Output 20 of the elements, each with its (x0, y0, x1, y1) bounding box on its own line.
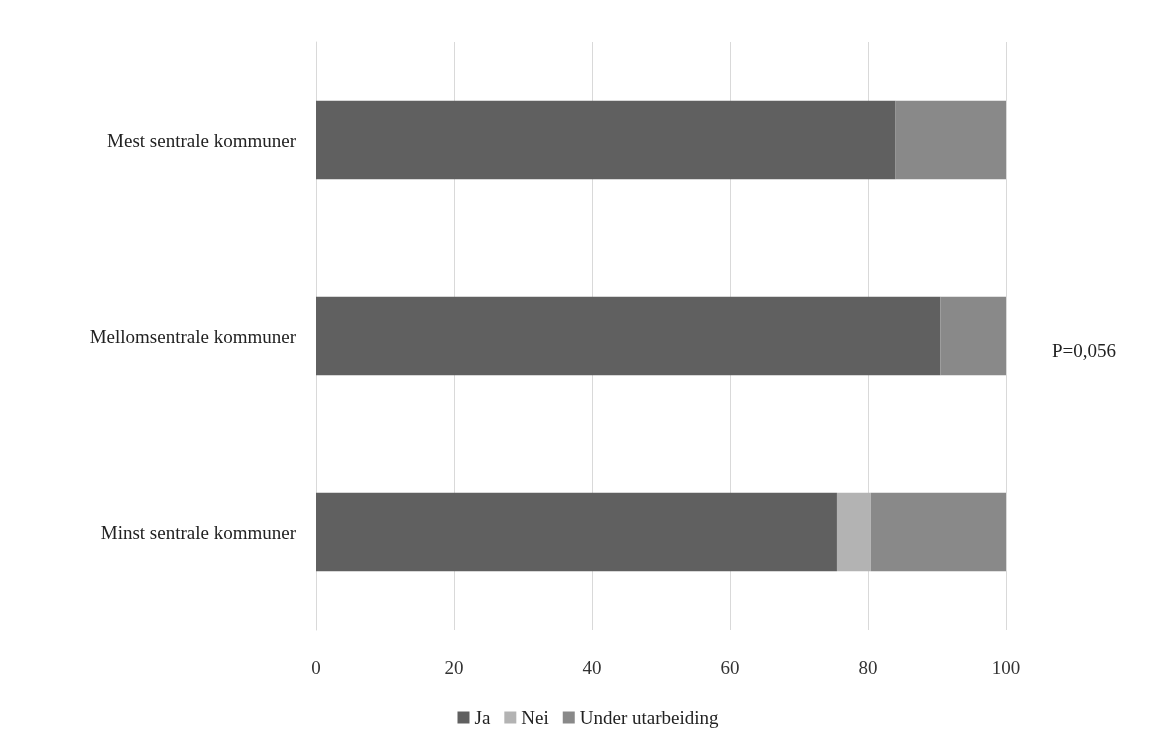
bar (870, 492, 1006, 572)
bar (316, 296, 941, 376)
x-tick-label: 0 (311, 657, 321, 678)
text: P=0,056 (1051, 340, 1117, 361)
y-tick-label: Mellomsentrale kommuner (89, 325, 297, 347)
bar (940, 296, 1006, 376)
bar (836, 492, 871, 572)
x-tick-label: 100 (991, 657, 1021, 678)
y-tick-label: Mest sentrale kommuner (107, 129, 297, 151)
legend-label: Nei (521, 707, 549, 728)
bar (316, 100, 896, 180)
legend-label: Under utarbeiding (579, 707, 720, 728)
bar (316, 492, 837, 572)
legend-label: Ja (474, 707, 491, 728)
bar (895, 100, 1006, 180)
x-tick-label: 40 (582, 657, 602, 678)
x-tick-label: 20 (444, 657, 464, 678)
x-tick-label: 80 (858, 657, 878, 678)
y-tick-label: Minst sentrale kommuner (100, 521, 297, 543)
x-tick-label: 60 (720, 657, 740, 678)
